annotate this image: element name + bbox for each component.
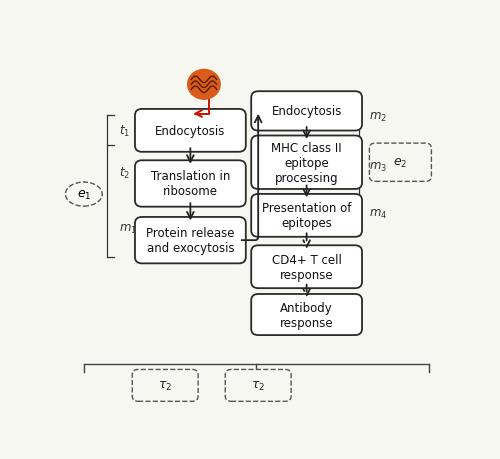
- Text: $t_1$: $t_1$: [118, 123, 130, 139]
- FancyBboxPatch shape: [251, 136, 362, 190]
- FancyBboxPatch shape: [225, 369, 291, 402]
- Text: $t_2$: $t_2$: [118, 166, 130, 181]
- FancyBboxPatch shape: [135, 161, 246, 207]
- Text: $m_4$: $m_4$: [368, 207, 387, 220]
- Circle shape: [188, 70, 220, 100]
- FancyBboxPatch shape: [370, 144, 432, 182]
- FancyBboxPatch shape: [251, 246, 362, 289]
- Text: CD4+ T cell
response: CD4+ T cell response: [272, 253, 342, 281]
- Text: Endocytosis: Endocytosis: [155, 124, 226, 138]
- Text: $\tau_2$: $\tau_2$: [158, 379, 172, 392]
- FancyBboxPatch shape: [132, 369, 198, 402]
- FancyBboxPatch shape: [135, 218, 246, 264]
- Text: $m_1$: $m_1$: [118, 223, 136, 235]
- Text: Antibody
response: Antibody response: [280, 301, 334, 329]
- Text: Translation in
ribosome: Translation in ribosome: [150, 170, 230, 198]
- Text: $\tau_2$: $\tau_2$: [251, 379, 266, 392]
- FancyBboxPatch shape: [251, 294, 362, 336]
- FancyBboxPatch shape: [251, 92, 362, 131]
- Text: $m_2$: $m_2$: [368, 111, 386, 124]
- Ellipse shape: [66, 183, 102, 207]
- Text: Presentation of
epitopes: Presentation of epitopes: [262, 202, 352, 230]
- Text: Endocytosis: Endocytosis: [272, 105, 342, 118]
- Text: $e_1$: $e_1$: [76, 188, 91, 201]
- Text: MHC class II
epitope
processing: MHC class II epitope processing: [272, 141, 342, 185]
- Text: $m_3$: $m_3$: [368, 160, 386, 174]
- Text: Protein release
and exocytosis: Protein release and exocytosis: [146, 227, 234, 255]
- Text: $e_2$: $e_2$: [394, 157, 407, 169]
- FancyBboxPatch shape: [251, 195, 362, 237]
- FancyBboxPatch shape: [135, 110, 246, 152]
